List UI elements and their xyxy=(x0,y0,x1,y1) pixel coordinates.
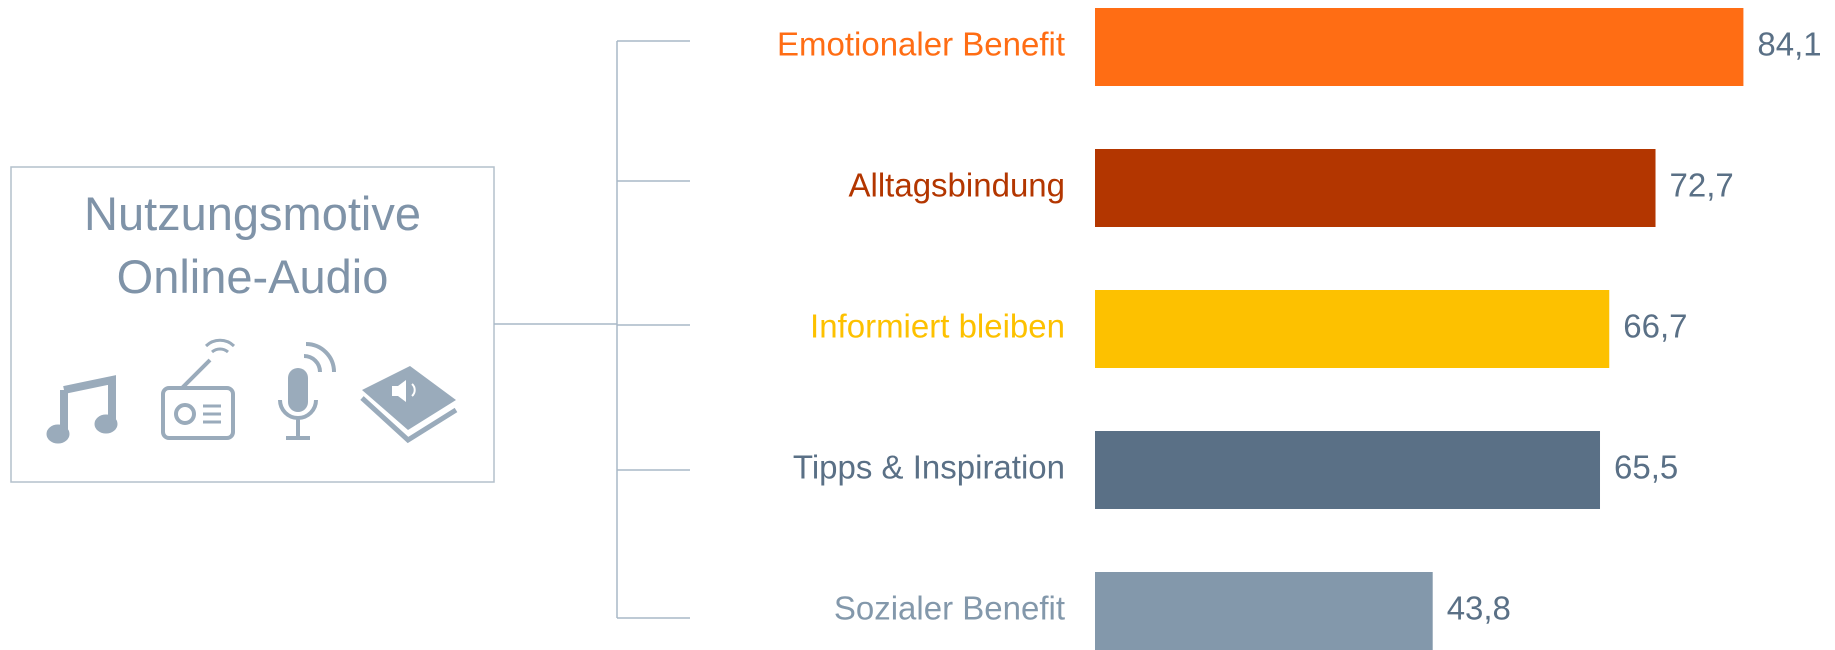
bar xyxy=(1095,572,1433,650)
chart-title: Nutzungsmotive Online-Audio xyxy=(84,187,421,303)
category-label: Emotionaler Benefit xyxy=(777,26,1065,63)
category-label: Sozialer Benefit xyxy=(834,590,1065,627)
value-label: 43,8 xyxy=(1447,590,1511,627)
icons xyxy=(46,338,458,444)
value-label: 84,1 xyxy=(1757,26,1821,63)
value-label: 65,5 xyxy=(1614,449,1678,486)
value-label: 66,7 xyxy=(1623,308,1687,345)
bar xyxy=(1095,431,1601,509)
bar xyxy=(1095,8,1744,86)
bracket xyxy=(494,40,690,619)
value-label: 72,7 xyxy=(1670,167,1734,204)
category-label: Tipps & Inspiration xyxy=(793,449,1065,486)
category-label: Informiert bleiben xyxy=(810,308,1065,345)
bar xyxy=(1095,290,1610,368)
category-label: Alltagsbindung xyxy=(849,167,1066,204)
bar xyxy=(1095,149,1656,227)
